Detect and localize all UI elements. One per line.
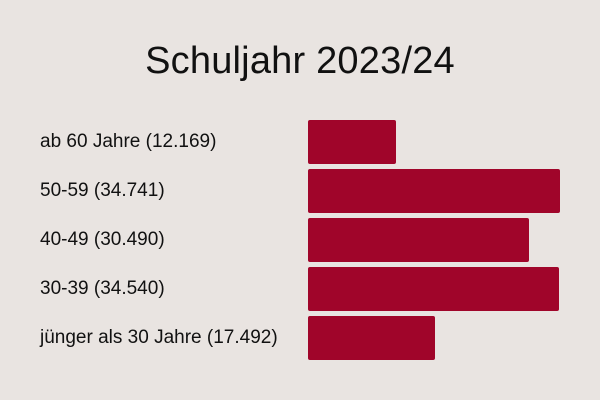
bar-row: 50-59 (34.741): [0, 169, 600, 213]
bar-row: jünger als 30 Jahre (17.492): [0, 316, 600, 360]
chart-title: Schuljahr 2023/24: [145, 40, 455, 82]
category-label: 30-39 (34.540): [40, 278, 165, 299]
bar: [308, 218, 529, 262]
bar: [308, 169, 560, 213]
bar: [308, 316, 435, 360]
category-label: 40-49 (30.490): [40, 229, 165, 250]
category-label: 50-59 (34.741): [40, 180, 165, 201]
bar-row: 40-49 (30.490): [0, 218, 600, 262]
bar-row: ab 60 Jahre (12.169): [0, 120, 600, 164]
bar: [308, 120, 396, 164]
bar: [308, 267, 559, 311]
category-label: jünger als 30 Jahre (17.492): [40, 327, 278, 348]
category-label: ab 60 Jahre (12.169): [40, 131, 217, 152]
bar-row: 30-39 (34.540): [0, 267, 600, 311]
